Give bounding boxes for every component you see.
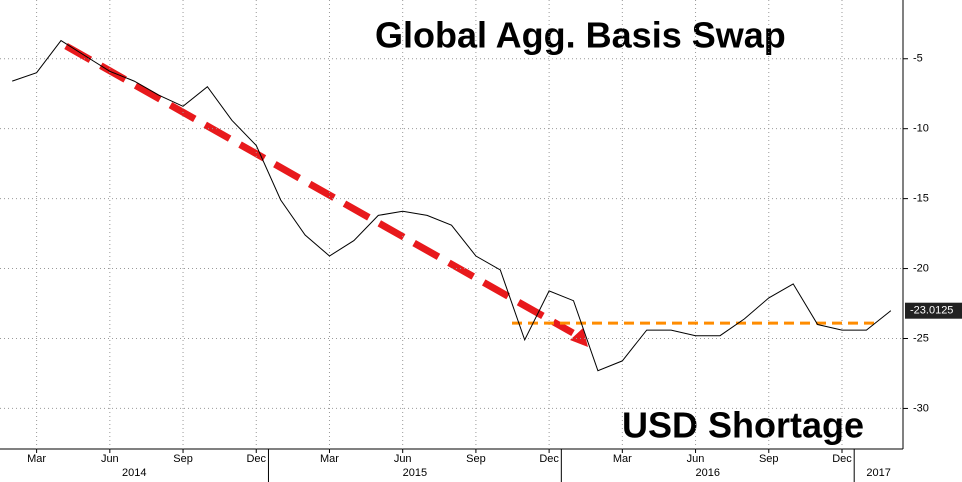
annotation: USD Shortage <box>622 405 864 446</box>
x-tick-label: Mar <box>27 453 46 465</box>
x-tick-label: Mar <box>320 453 339 465</box>
year-label: 2016 <box>696 467 720 479</box>
trend-line <box>64 42 575 337</box>
y-tick-label: -20 <box>913 262 929 274</box>
last-value-box <box>905 302 962 319</box>
x-tick-label: Sep <box>466 453 486 465</box>
y-tick-label: -5 <box>913 53 923 65</box>
x-tick-label: Dec <box>832 453 852 465</box>
year-label: 2014 <box>122 467 146 479</box>
x-tick-label: Sep <box>759 453 779 465</box>
year-label: 2017 <box>866 467 890 479</box>
x-tick-label: Mar <box>613 453 632 465</box>
trend-arrow <box>64 42 588 347</box>
x-tick-label: Dec <box>539 453 559 465</box>
x-tick-label: Jun <box>687 453 705 465</box>
y-tick-label: -30 <box>913 402 929 414</box>
last-value-label: -23.0125 <box>910 305 953 317</box>
x-tick-label: Sep <box>173 453 193 465</box>
chart-title: Global Agg. Basis Swap <box>375 15 786 56</box>
series-line <box>12 39 892 372</box>
x-tick-label: Jun <box>101 453 119 465</box>
y-tick-label: -15 <box>913 193 929 205</box>
y-tick-label: -25 <box>913 332 929 344</box>
x-tick-label: Dec <box>246 453 266 465</box>
y-tick-label: -10 <box>913 123 929 135</box>
arrow-head <box>570 328 588 347</box>
year-label: 2015 <box>403 467 427 479</box>
x-tick-label: Jun <box>394 453 412 465</box>
